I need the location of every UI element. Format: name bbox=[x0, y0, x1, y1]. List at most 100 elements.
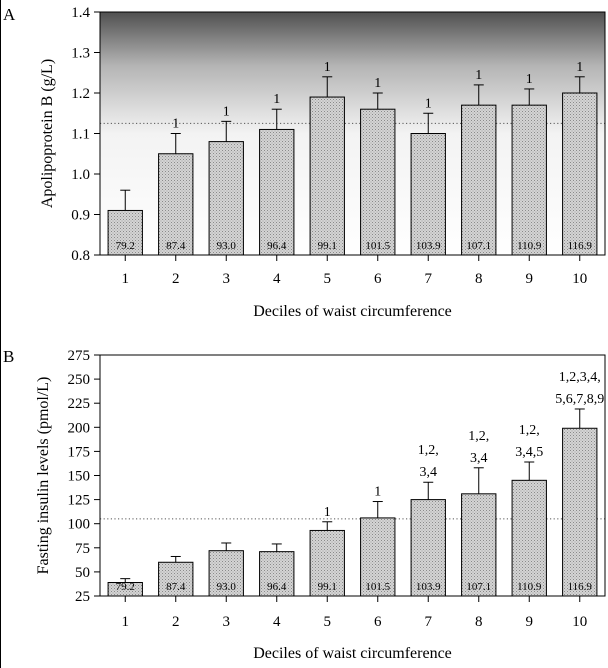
bar bbox=[360, 108, 396, 256]
bar-annotation: 1 bbox=[425, 96, 432, 111]
bar bbox=[208, 550, 244, 597]
x-tick-label: 2 bbox=[172, 271, 180, 287]
bar-annotation: 1 bbox=[576, 60, 583, 75]
bar-label: 116.9 bbox=[568, 240, 593, 252]
y-tick-label: 225 bbox=[68, 396, 91, 412]
x-tick-label: 4 bbox=[273, 614, 281, 630]
bar-label: 96.4 bbox=[267, 581, 287, 593]
bar bbox=[461, 104, 497, 256]
x-tick-label: 10 bbox=[572, 271, 587, 287]
y-tick-label: 1.3 bbox=[71, 46, 90, 62]
bar-label: 103.9 bbox=[416, 581, 441, 593]
bar-label: 116.9 bbox=[568, 581, 593, 593]
y-tick-label: 275 bbox=[68, 348, 91, 364]
bar-annotation: 1,2, bbox=[418, 443, 439, 458]
y-tick-label: 125 bbox=[68, 493, 91, 509]
bar-annotation: 1,2,3,4, bbox=[559, 370, 601, 385]
panel-label: A bbox=[3, 5, 16, 24]
x-tick-label: 1 bbox=[122, 271, 130, 287]
bar-annotation: 1 bbox=[374, 76, 381, 91]
bar bbox=[562, 92, 598, 256]
bar-label: 99.1 bbox=[318, 581, 337, 593]
bar bbox=[410, 133, 446, 256]
bar-annotation: 1,2, bbox=[519, 423, 540, 438]
bar bbox=[562, 427, 598, 597]
bar-annotation: 1 bbox=[172, 117, 179, 132]
x-tick-label: 5 bbox=[324, 614, 332, 630]
y-tick-label: 175 bbox=[68, 444, 91, 460]
x-tick-label: 7 bbox=[425, 271, 433, 287]
panel-label: B bbox=[3, 347, 14, 366]
x-tick-label: 6 bbox=[374, 271, 382, 287]
bar-label: 87.4 bbox=[166, 240, 186, 252]
bar-annotation: 3,4,5 bbox=[515, 445, 543, 460]
bar-annotation: 1 bbox=[273, 92, 280, 107]
x-tick-label: 2 bbox=[172, 614, 180, 630]
bar-annotation: 1,2, bbox=[468, 429, 489, 444]
bar bbox=[511, 104, 547, 256]
bar bbox=[309, 529, 345, 597]
bar bbox=[208, 141, 244, 256]
bar-annotation: 1 bbox=[526, 72, 533, 87]
x-tick-label: 6 bbox=[374, 614, 382, 630]
y-tick-label: 0.9 bbox=[71, 208, 90, 224]
bar-annotation: 1 bbox=[223, 104, 230, 119]
x-tick-label: 1 bbox=[122, 614, 130, 630]
bar-annotation: 3,4 bbox=[470, 451, 488, 466]
y-tick-label: 50 bbox=[75, 565, 90, 581]
y-tick-label: 100 bbox=[68, 517, 91, 533]
bar-label: 99.1 bbox=[318, 240, 337, 252]
y-tick-label: 1.4 bbox=[71, 5, 90, 21]
bar-label: 110.9 bbox=[517, 581, 542, 593]
y-axis-title: Fasting insulin levels (pmol/L) bbox=[35, 377, 52, 575]
x-axis-title: Deciles of waist circumference bbox=[253, 303, 452, 320]
bar-label: 79.2 bbox=[116, 581, 135, 593]
y-tick-label: 200 bbox=[68, 420, 91, 436]
bar-label: 107.1 bbox=[466, 240, 491, 252]
x-tick-label: 4 bbox=[273, 271, 281, 287]
y-tick-label: 1.0 bbox=[71, 167, 90, 183]
bar-annotation: 5,6,7,8,9 bbox=[555, 392, 604, 407]
bar-label: 101.5 bbox=[365, 240, 390, 252]
bar bbox=[410, 499, 446, 597]
bar-label: 96.4 bbox=[267, 240, 287, 252]
y-tick-label: 150 bbox=[68, 469, 91, 485]
y-tick-label: 1.2 bbox=[71, 86, 90, 102]
bar bbox=[158, 561, 194, 597]
bar-label: 103.9 bbox=[416, 240, 441, 252]
y-tick-label: 25 bbox=[75, 589, 90, 605]
bar-label: 93.0 bbox=[217, 581, 237, 593]
panel-b: B25507510012515017520022525027579.2187.4… bbox=[3, 347, 606, 662]
bar-label: 110.9 bbox=[517, 240, 542, 252]
bar bbox=[360, 517, 396, 597]
bar-label: 79.2 bbox=[116, 240, 135, 252]
bar-annotation: 1 bbox=[324, 60, 331, 75]
bar-label: 93.0 bbox=[217, 240, 237, 252]
panel-a: A 0.8 0.9 1.0 1.1 1.2 1.3 1.4 79.2 1 87.4 2 1 93.0 3 1 9… bbox=[3, 5, 606, 320]
plot-frame bbox=[99, 11, 606, 256]
x-tick-label: 5 bbox=[324, 271, 332, 287]
x-tick-label: 7 bbox=[425, 614, 433, 630]
y-tick-label: 1.1 bbox=[71, 127, 90, 143]
y-axis-title: Apolipoprotein B (g/L) bbox=[39, 59, 56, 208]
x-tick-label: 9 bbox=[526, 614, 534, 630]
x-tick-label: 3 bbox=[223, 271, 231, 287]
bar-label: 107.1 bbox=[466, 581, 491, 593]
bar bbox=[259, 551, 295, 597]
bar-annotation: 1 bbox=[475, 68, 482, 83]
x-tick-label: 3 bbox=[223, 614, 231, 630]
y-tick-label: 0.8 bbox=[71, 248, 90, 264]
bar bbox=[511, 479, 547, 597]
y-tick-label: 250 bbox=[68, 372, 91, 388]
plot-frame bbox=[99, 354, 606, 597]
bar bbox=[259, 128, 295, 256]
bar-label: 87.4 bbox=[166, 581, 186, 593]
bar-annotation: 3,4 bbox=[420, 465, 438, 480]
x-tick-label: 8 bbox=[475, 271, 483, 287]
bar bbox=[309, 96, 345, 256]
x-axis-title: Deciles of waist circumference bbox=[253, 645, 452, 662]
bar-annotation: 1 bbox=[324, 505, 331, 520]
y-tick-label: 75 bbox=[75, 541, 90, 557]
bar-label: 101.5 bbox=[365, 581, 390, 593]
